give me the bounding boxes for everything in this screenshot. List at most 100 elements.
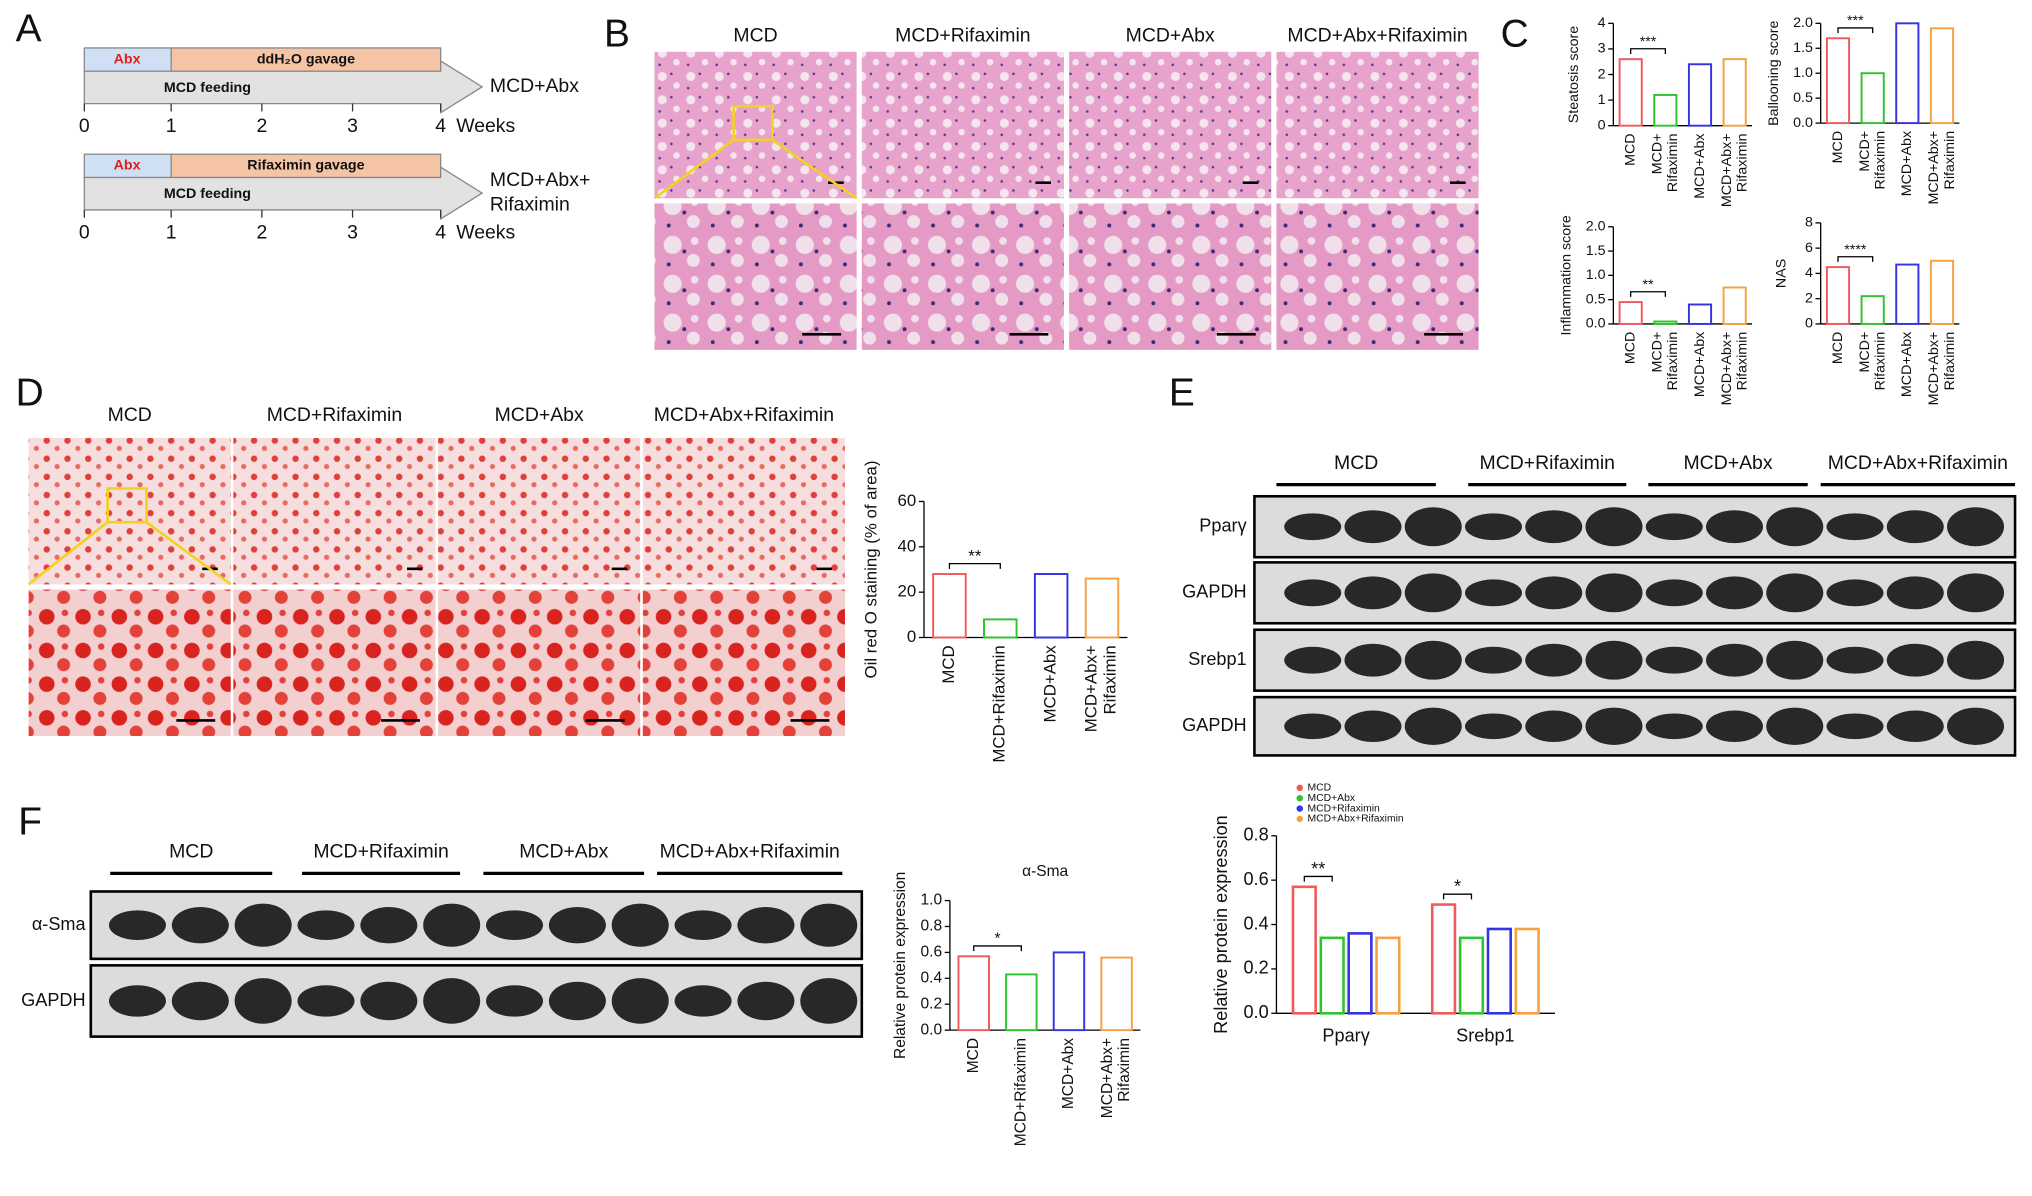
micrograph-zoom <box>233 589 436 736</box>
band <box>1404 707 1462 745</box>
micrograph-zoom <box>438 589 641 736</box>
y-tick-label: 0.0 <box>921 1021 943 1038</box>
x-tick-label: MCD+Abx <box>1899 131 1915 196</box>
zoom-box <box>732 104 774 142</box>
band <box>611 903 669 947</box>
tick-label: 4 <box>435 221 446 243</box>
band <box>423 978 481 1024</box>
legend-label: MCD <box>1308 783 1332 794</box>
group-header: MCD <box>169 841 213 863</box>
band <box>1947 573 2005 613</box>
legend-marker <box>1296 794 1304 802</box>
legend-marker <box>1296 805 1304 812</box>
group-header: MCD <box>733 24 777 46</box>
band <box>108 985 166 1017</box>
bar <box>1618 58 1643 127</box>
significance-bracket <box>1837 256 1874 262</box>
band <box>1826 579 1884 607</box>
box-label: ddH₂O gavage <box>257 51 355 67</box>
legend-label: MCD+Rifaximin <box>1308 803 1380 814</box>
band <box>1766 640 1824 680</box>
y-tick-label: 0 <box>1598 117 1606 133</box>
group-header: MCD+Rifaximin <box>1480 452 1615 474</box>
panel-label: F <box>18 800 42 843</box>
y-tick-label: 0.4 <box>921 969 943 986</box>
bar <box>957 955 990 1032</box>
y-axis-label: Inflammation score <box>1558 215 1574 335</box>
band <box>297 985 355 1017</box>
y-tick-label: 3 <box>1598 41 1606 57</box>
significance-bracket <box>1630 291 1666 297</box>
bar <box>1052 951 1086 1032</box>
bar <box>1486 927 1512 1015</box>
band <box>1706 643 1764 677</box>
bar <box>1430 903 1457 1015</box>
x-tick-label: Pparγ <box>1322 1025 1369 1045</box>
tick-label: 0 <box>79 115 90 137</box>
band <box>1706 576 1764 610</box>
x-tick-label: MCD <box>1622 332 1638 364</box>
x-tick-label: MCD+Abx <box>1692 133 1708 198</box>
band <box>360 981 418 1021</box>
micrograph-zoom <box>1276 203 1479 350</box>
band <box>1585 707 1643 745</box>
band <box>1464 579 1522 607</box>
band <box>1886 643 1944 677</box>
x-tick-label: MCD+Rifaximin <box>1857 332 1889 391</box>
tick-label: 3 <box>347 221 358 243</box>
y-axis-label: Relative protein expression <box>892 872 909 1059</box>
y-tick-label: 2 <box>1598 66 1606 82</box>
y-tick-label: 1.5 <box>1793 40 1813 56</box>
band <box>1344 710 1402 743</box>
y-tick-label: 1.0 <box>921 892 943 909</box>
x-tick-label: MCD+Abx+Rifaximin <box>1719 133 1751 207</box>
micrograph <box>861 51 1064 199</box>
y-tick-label: 0.8 <box>921 918 943 935</box>
legend-label: MCD+Abx+Rifaximin <box>1308 814 1404 825</box>
y-tick-label: 0.4 <box>1243 913 1268 933</box>
band <box>1525 576 1583 610</box>
tick-label: 3 <box>347 115 358 137</box>
bar <box>1100 956 1133 1032</box>
zoom-lines <box>27 521 232 586</box>
panel-label: B <box>604 13 630 56</box>
band <box>674 985 732 1017</box>
x-tick-label: MCD+Abx <box>1041 645 1060 723</box>
significance-label: * <box>995 931 1001 948</box>
y-tick-label: 0.6 <box>1243 869 1268 889</box>
row-label: GAPDH <box>1182 715 1246 735</box>
bar <box>1929 259 1955 325</box>
bar <box>1347 932 1373 1015</box>
tick-label: 4 <box>435 115 446 137</box>
y-tick-label: 0.5 <box>1793 90 1813 106</box>
y-axis-label: Relative protein expression <box>1211 815 1231 1034</box>
group-label: MCD+Abx+ <box>490 169 590 191</box>
band <box>611 978 669 1024</box>
significance-label: *** <box>1640 34 1657 50</box>
significance-label: ** <box>968 547 982 566</box>
band <box>171 906 229 944</box>
y-tick-label: 8 <box>1805 215 1813 231</box>
x-tick-label: MCD <box>1830 131 1846 163</box>
y-tick-label: 4 <box>1805 265 1813 281</box>
band <box>1947 640 2005 680</box>
significance-bracket <box>1303 875 1333 882</box>
legend-marker <box>1296 784 1304 792</box>
band <box>360 906 418 944</box>
chart-title: α-Sma <box>1022 863 1068 880</box>
bar <box>932 573 967 639</box>
group-header: MCD <box>108 404 152 426</box>
significance-label: **** <box>1844 242 1867 258</box>
y-tick-label: 0.8 <box>1243 825 1268 845</box>
tick-label: 2 <box>256 115 267 137</box>
x-tick-label: MCD+Abx+Rifaximin <box>1099 1038 1133 1118</box>
band <box>800 978 858 1024</box>
band <box>1344 576 1402 610</box>
band <box>1404 573 1462 613</box>
band <box>1284 713 1342 740</box>
bar <box>1319 936 1345 1015</box>
feeding-label: MCD feeding <box>164 80 251 96</box>
band <box>1826 646 1884 674</box>
bar <box>1458 936 1485 1015</box>
